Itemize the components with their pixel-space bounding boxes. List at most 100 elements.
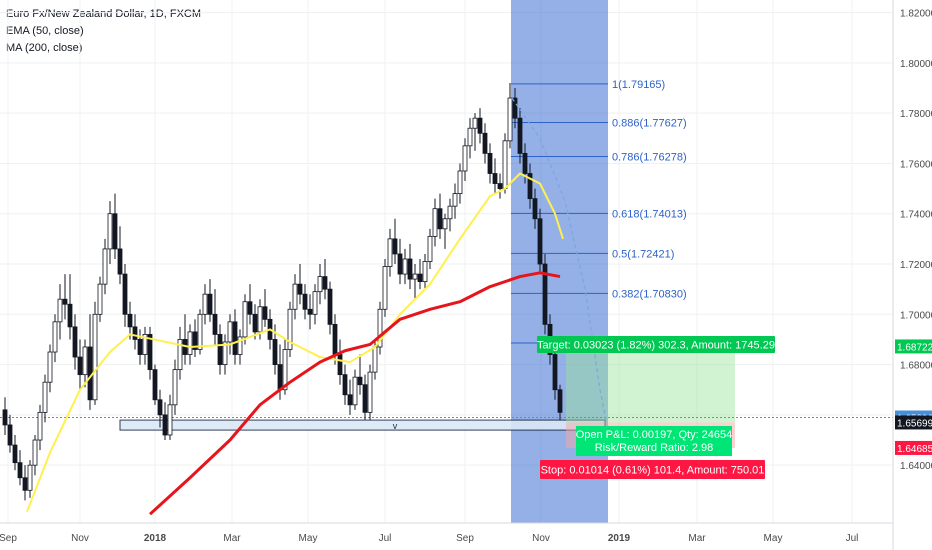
fib-level-label: 0.5(1.72421) [612,248,674,260]
candle-body [367,371,373,413]
price-badge-box [895,440,932,455]
candle-body [332,323,338,355]
candle-body [32,439,38,466]
candle-body [527,173,533,200]
stop-label: Stop: 0.01014 (0.61%) 101.4, Amount: 750… [541,465,765,477]
stop-label-box [540,460,765,479]
projection-line [511,97,607,421]
candle-body [397,253,403,275]
chart-legend: Euro Fx/New Zealand Dollar, 1D, FXCM EMA… [6,6,201,57]
time-tick-label: Jul [846,533,859,544]
price-badge-box [895,339,932,354]
candle-body [472,117,478,129]
candle-body [17,462,23,479]
candle-body [492,173,498,184]
fib-level-label: 0.618(1.74013) [612,208,687,220]
candle-body [477,117,483,134]
candle-body [122,273,128,315]
support-zone [119,419,606,431]
zone-marker: v [393,421,398,431]
candle-body [347,394,353,406]
legend-ma: MA (200, close) [6,42,83,54]
price-tick-label: 1.72000 [900,260,932,271]
candle-body [317,276,323,293]
candle-body [407,258,413,280]
candle-body [482,132,488,154]
candle-body [217,334,223,365]
open-pnl-box [576,426,732,456]
candle-body [287,308,293,350]
candle-body [297,283,303,295]
candle-body [487,152,493,174]
candle-body [247,301,253,315]
candle-body [402,258,408,275]
candle-body [67,303,73,328]
price-tick-label: 1.70000 [900,310,932,321]
candle-body [497,183,503,189]
candle-body [47,351,53,383]
target-label: Target: 0.03023 (1.82%) 302.3, Amount: 1… [537,340,775,352]
candle-body [137,339,143,355]
candle-body [232,321,238,355]
candle-body [12,444,18,464]
candle-body [192,331,198,350]
candle-body [57,298,63,323]
candle-body [282,349,288,391]
candle-body [272,339,278,365]
candle-body [417,273,423,283]
candle-body [162,414,168,436]
time-tick-label: Sep [456,533,474,544]
candle-body [202,293,208,315]
candle-body [382,266,388,310]
candle-body [532,198,538,220]
candle-body [142,334,148,355]
candle-body [87,346,93,401]
candle-body [227,321,233,343]
candle-body [37,411,43,441]
candle-body [447,205,453,220]
candle-body [92,313,98,401]
candle-body [22,477,28,491]
price-badge-label: 1.65699 [897,418,932,429]
candle-body [377,308,383,348]
price-tick-label: 1.82000 [900,9,932,20]
chart-title: Euro Fx/New Zealand Dollar, 1D, FXCM [6,8,202,20]
time-tick-label: May [299,533,318,544]
candle-body [262,306,268,320]
price-tick-label: 1.68000 [900,361,932,372]
price-tick-label: 1.64000 [900,461,932,472]
fib-level-label: 1(1.79165) [612,79,665,91]
price-tick-label: 1.74000 [900,210,932,221]
ma-200-line [148,271,561,516]
price-tick-label: 1.80000 [900,59,932,70]
price-badge-label: 1.64685 [897,444,932,455]
time-tick-label: 2018 [144,533,167,544]
candle-body [72,326,78,358]
candle-body [27,464,33,491]
target-zone [566,346,735,423]
price-tick-label: 1.78000 [900,109,932,120]
candle-body [457,170,463,195]
candle-body [372,346,378,373]
position-zones: v [0,346,893,448]
candle-body [542,263,548,325]
time-tick-label: Jul [379,533,392,544]
risk-reward-label: Risk/Reward Ratio: 2.98 [595,442,714,454]
candle-body [252,313,258,333]
candle-body [537,218,543,265]
candle-body [512,97,518,119]
candle-body [462,145,468,172]
time-tick-label: Mar [223,533,241,544]
chart-grid [0,0,893,523]
price-tick-label: 1.76000 [900,159,932,170]
candle-body [7,424,13,446]
candle-body [292,283,298,310]
candle-body [257,306,263,333]
candle-body [147,334,153,371]
price-axis: 1.82000 1.80000 1.78000 1.76000 1.74000 1.720… [892,0,932,550]
candle-body [432,208,438,237]
candle-body [102,248,108,285]
candle-body [302,293,308,310]
candle-body [117,248,123,275]
